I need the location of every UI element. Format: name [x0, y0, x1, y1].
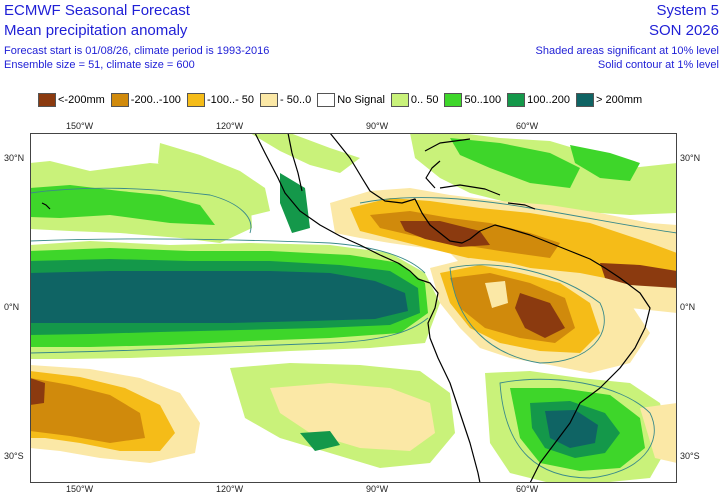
coast-hawaii: [41, 202, 51, 210]
legend-label: -100..- 50: [206, 94, 255, 106]
color-legend: <-200mm -200..-100 -100..- 50 - 50..0 No Sig…: [38, 92, 648, 108]
contour-amazon: [449, 264, 605, 364]
legend-label: 50..100: [464, 94, 502, 106]
field-se-pacific-light-dry: [270, 383, 435, 451]
legend-item: > 200mm: [575, 93, 643, 107]
legend-label: <-200mm: [58, 94, 105, 106]
contour-equatorial-south: [30, 317, 429, 354]
field-south-pacific-strong-dry: [30, 378, 145, 443]
legend-swatch: [186, 93, 205, 107]
legend-label: > 200mm: [595, 94, 643, 106]
lon-label-bottom: 120°W: [216, 484, 244, 494]
legend-swatch: [575, 93, 594, 107]
legend-swatch: [110, 93, 129, 107]
significance-contours: [30, 187, 677, 479]
field-amazon-interior-light: [485, 281, 508, 308]
legend-label: 0.. 50: [410, 94, 439, 106]
lon-label-bottom: 150°W: [66, 484, 94, 494]
coast-mexico-pacific: [254, 133, 419, 280]
map-frame: [30, 133, 677, 483]
coastlines: [41, 133, 651, 483]
field-atlantic-east-green: [570, 145, 640, 181]
field-mexico-coast-dark: [280, 173, 310, 233]
legend-item: 0.. 50: [390, 93, 439, 107]
forecast-info: Forecast start is 01/08/26, climate peri…: [4, 45, 270, 57]
lon-label-bottom: 60°W: [516, 484, 539, 494]
legend-item: - 50..0: [260, 93, 311, 107]
lat-label-left: 30°S: [4, 451, 24, 461]
legend-item: 100..200: [507, 93, 570, 107]
lon-label-top: 120°W: [216, 121, 244, 131]
legend-item: No Signal: [317, 93, 385, 107]
legend-item: <-200mm: [38, 93, 105, 107]
legend-swatch: [507, 93, 526, 107]
legend-item: 50..100: [444, 93, 501, 107]
coast-south-america-west: [417, 278, 481, 483]
legend-label: - 50..0: [280, 94, 312, 106]
legend-label: 100..200: [527, 94, 570, 106]
lat-label-left: 0°N: [4, 302, 20, 312]
coast-baja: [287, 133, 303, 192]
field-atlantic-mid-green: [450, 138, 580, 188]
field-south-pacific-extreme-dry: [30, 378, 45, 405]
field-us-south-green: [250, 133, 360, 173]
chart-subtitle: Mean precipitation anomaly: [4, 22, 188, 39]
legend-swatch: [38, 93, 56, 107]
legend-swatch: [390, 93, 409, 107]
significance-note: Shaded areas significant at 10% level: [535, 45, 719, 57]
legend-label: -200..-100: [130, 94, 181, 106]
coast-hispaniola: [507, 202, 536, 210]
legend-swatch: [260, 93, 279, 107]
lon-label-top: 150°W: [66, 121, 94, 131]
field-amazon-extreme-dry: [515, 293, 565, 338]
ensemble-info: Ensemble size = 51, climate size = 600: [4, 59, 195, 71]
legend-item: -200..-100: [110, 93, 181, 107]
legend-swatch: [444, 93, 463, 107]
anomaly-fields: [30, 133, 677, 483]
field-se-pacific-wet-spot: [300, 431, 340, 451]
legend-item: -100..- 50: [186, 93, 255, 107]
contour-equatorial-north: [30, 238, 426, 274]
lat-label-right: 0°N: [680, 302, 696, 312]
contour-north-pacific: [30, 187, 252, 234]
coast-yucatan: [425, 160, 441, 189]
contour-note: Solid contour at 1% level: [597, 59, 719, 71]
chart-title: ECMWF Seasonal Forecast: [4, 2, 190, 19]
lat-label-right: 30°N: [680, 153, 701, 163]
lon-label-bottom: 90°W: [366, 484, 389, 494]
lat-label-right: 30°S: [680, 451, 700, 461]
contour-south-america: [499, 378, 655, 479]
lat-label-left: 30°N: [4, 153, 25, 163]
legend-swatch: [317, 93, 336, 107]
season-label: SON 2026: [648, 22, 719, 39]
field-equatorial-extreme-wet: [30, 271, 408, 323]
field-baja-green: [158, 143, 270, 217]
coast-cuba: [439, 184, 501, 196]
field-atlantic-extreme-dry: [600, 263, 677, 288]
coast-gulf-north: [424, 138, 471, 152]
lon-label-top: 60°W: [516, 121, 539, 131]
precipitation-map: [30, 133, 677, 483]
contour-caribbean: [359, 197, 677, 234]
coast-south-america-east: [329, 133, 651, 483]
field-south-atlantic-light-dry: [640, 403, 677, 463]
field-hawaii-band: [30, 185, 215, 225]
lon-label-top: 90°W: [366, 121, 389, 131]
system-label: System 5: [656, 2, 719, 19]
legend-label: No Signal: [337, 94, 385, 106]
